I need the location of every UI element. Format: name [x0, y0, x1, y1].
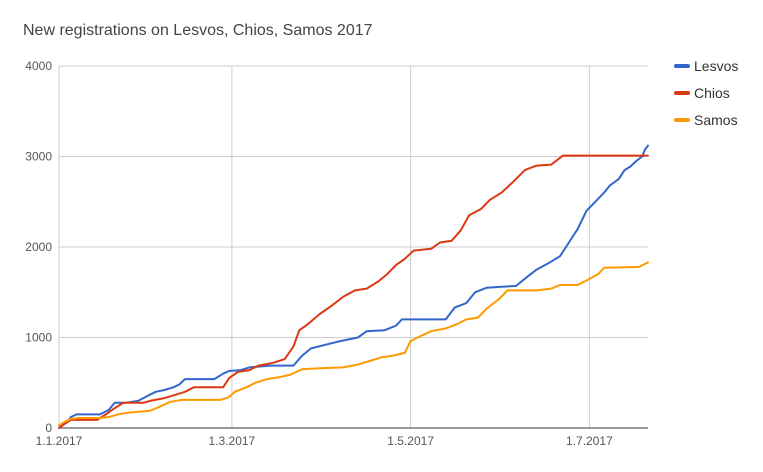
legend: Lesvos Chios Samos [674, 58, 738, 128]
x-tick-label: 1.5.2017 [387, 434, 434, 448]
x-tick-label: 1.3.2017 [209, 434, 256, 448]
legend-label-chios: Chios [694, 85, 730, 101]
y-tick-labels: 0 1000 2000 3000 4000 [25, 59, 52, 435]
x-tick-labels: 1.1.2017 1.3.2017 1.5.2017 1.7.2017 [36, 434, 613, 448]
series-lines [58, 144, 649, 429]
y-tick-label: 2000 [25, 240, 52, 254]
chart-title: New registrations on Lesvos, Chios, Samo… [23, 22, 373, 39]
series-line-lesvos [58, 144, 649, 429]
x-tick-label: 1.1.2017 [36, 434, 83, 448]
gridlines [58, 65, 648, 428]
series-line-samos [58, 261, 649, 427]
y-tick-label: 3000 [25, 150, 52, 164]
series-line-chios [58, 154, 649, 429]
y-tick-label: 1000 [25, 331, 52, 345]
legend-label-samos: Samos [694, 112, 738, 128]
x-tick-label: 1.7.2017 [566, 434, 613, 448]
y-tick-label: 0 [45, 421, 52, 435]
y-tick-label: 4000 [25, 59, 52, 73]
legend-label-lesvos: Lesvos [694, 58, 738, 74]
